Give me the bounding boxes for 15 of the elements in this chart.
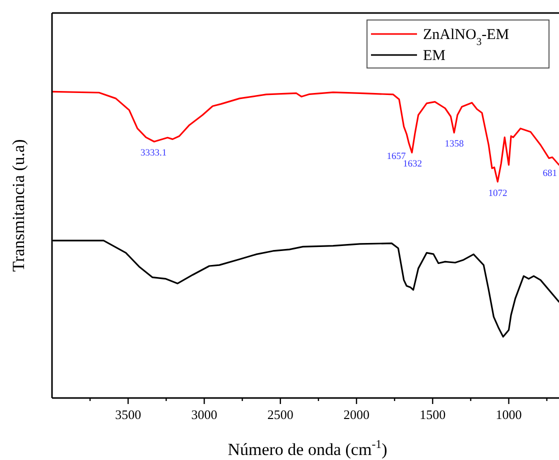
legend-label: ZnAlNO$_{3}$-EM bbox=[423, 27, 510, 48]
x-tick-label: 3500 bbox=[115, 407, 142, 422]
annotation: 3333.1 bbox=[140, 148, 167, 159]
x-axis-title: Número de onda (cm$^{-1}$) bbox=[228, 437, 388, 459]
x-tick-label: 2000 bbox=[344, 407, 370, 422]
x-tick-label: 2500 bbox=[267, 407, 294, 422]
x-tick-label: 1500 bbox=[420, 407, 446, 422]
y-axis-title: Transmitancia (u.a) bbox=[9, 139, 28, 272]
x-tick-label: 1000 bbox=[496, 407, 522, 422]
annotation: 1358 bbox=[444, 140, 464, 150]
legend-label: EM bbox=[423, 48, 446, 64]
x-tick-label: 3000 bbox=[191, 407, 218, 422]
annotation: 1632 bbox=[403, 160, 422, 170]
annotation: 681 bbox=[542, 169, 558, 180]
annotation: 1072 bbox=[488, 188, 508, 199]
